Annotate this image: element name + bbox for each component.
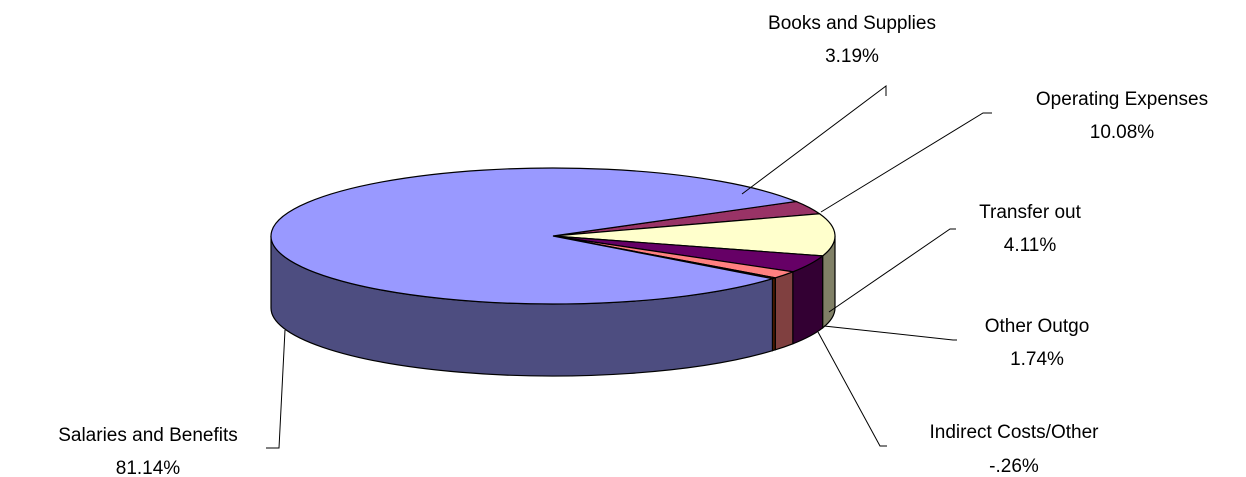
value-books-and-supplies: 3.19% — [825, 46, 879, 67]
label-transfer-out: Transfer out — [979, 202, 1081, 223]
leader-indirect-costs-other — [817, 331, 887, 447]
leader-transfer-out — [828, 228, 956, 313]
leader-lines — [266, 85, 992, 449]
value-indirect-costs-other: -.26% — [989, 456, 1039, 477]
label-other-outgo: Other Outgo — [985, 316, 1090, 337]
slice-side-other-outgo — [774, 270, 794, 351]
label-books-and-supplies: Books and Supplies — [768, 13, 936, 34]
leader-books-and-supplies — [741, 85, 887, 195]
leader-salaries-and-benefits — [266, 329, 286, 449]
label-operating-expenses: Operating Expenses — [1036, 89, 1208, 110]
leader-other-outgo — [823, 325, 957, 341]
label-salaries-and-benefits: Salaries and Benefits — [58, 425, 238, 446]
value-salaries-and-benefits: 81.14% — [116, 458, 181, 477]
label-indirect-costs-other: Indirect Costs/Other — [930, 422, 1100, 443]
slice-labels: Books and Supplies 3.19% Operating Expen… — [58, 13, 1208, 477]
value-other-outgo: 1.74% — [1010, 349, 1064, 370]
value-transfer-out: 4.11% — [1004, 235, 1057, 256]
pie-tops — [270, 167, 836, 305]
slice-salaries-and-benefits — [270, 167, 799, 305]
slice-operating-expenses — [552, 213, 836, 257]
leader-operating-expenses — [820, 112, 992, 213]
pie-sides — [270, 235, 836, 377]
value-operating-expenses: 10.08% — [1090, 122, 1155, 143]
